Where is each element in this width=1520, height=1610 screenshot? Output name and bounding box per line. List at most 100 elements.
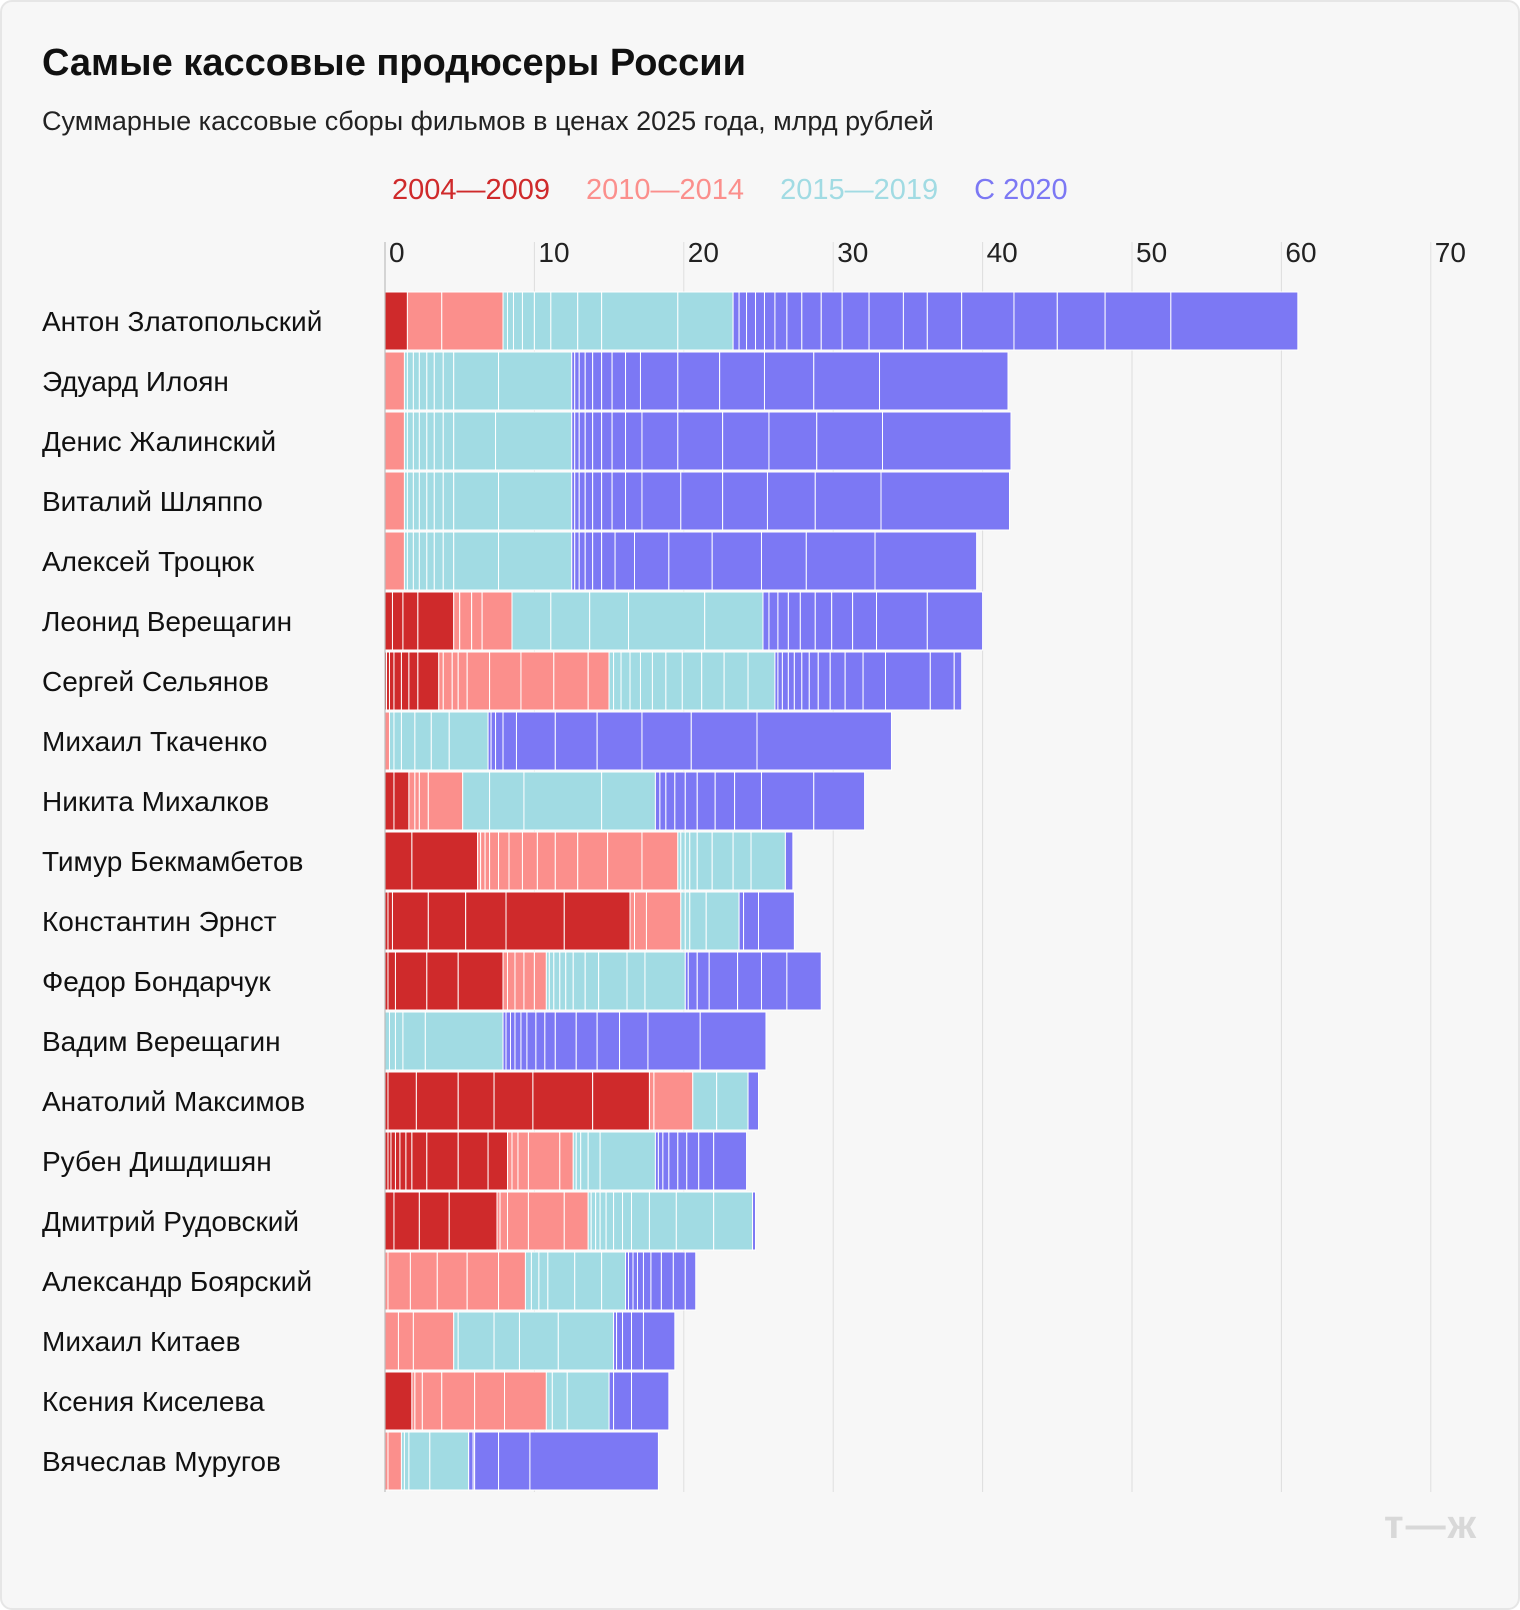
bar-segment [625, 351, 641, 411]
bar-segment [394, 1011, 404, 1071]
bar-segment [584, 951, 600, 1011]
bar-segment [747, 651, 776, 711]
bar-segment [613, 1371, 633, 1431]
bar-segment [433, 531, 444, 591]
bar-segment [868, 291, 904, 351]
bar-segment [777, 651, 783, 711]
bar-segment [599, 1191, 607, 1251]
bar-segment [648, 1071, 655, 1131]
bar-segment [457, 1071, 495, 1131]
bar-segment [787, 651, 795, 711]
bar-segment [677, 411, 724, 471]
bar-segment [660, 1251, 674, 1311]
category-label: Вадим Верещагин [42, 1026, 281, 1057]
bar-segment [636, 1251, 644, 1311]
bar-segment [831, 591, 854, 651]
bar-segment [680, 471, 724, 531]
bar-segment [641, 471, 682, 531]
bar-segment [841, 291, 870, 351]
category-label: Денис Жалинский [42, 426, 276, 457]
bar-segment [566, 1371, 610, 1431]
bar-segment [1170, 291, 1299, 351]
bar-segment [514, 1011, 522, 1071]
bar-segment [418, 471, 428, 531]
bar-segment [633, 891, 647, 951]
bar-segment [462, 771, 491, 831]
bar-segment [554, 1011, 577, 1071]
bar-segment [453, 351, 500, 411]
bar-segment [584, 531, 594, 591]
bar-segment [521, 831, 538, 891]
bar-segment [1056, 291, 1106, 351]
bar-segment [786, 291, 803, 351]
bar-segment [441, 291, 504, 351]
bar-segment [653, 1071, 694, 1131]
category-label: Рубен Дишдишян [42, 1146, 272, 1177]
bar-segment [502, 711, 517, 771]
bar-segment [752, 1191, 757, 1251]
bar-segment [391, 891, 429, 951]
bar-segment [650, 1251, 662, 1311]
bar-chart: 0 10 20 30 40 50 60 70 Антон Златопольский Эдуард… [42, 237, 1466, 1492]
bar-segment [605, 1191, 615, 1251]
bar-segment [412, 471, 420, 531]
bar-segment [538, 1251, 549, 1311]
bar-segment [384, 1371, 413, 1431]
bar-segment [601, 291, 679, 351]
bar-segment [884, 651, 931, 711]
bar-segment [457, 1131, 489, 1191]
bar-segment [451, 651, 459, 711]
bar-segment [412, 1311, 455, 1371]
bar-segment [607, 831, 643, 891]
bar-segment [611, 411, 627, 471]
bar-segment [507, 951, 516, 1011]
bar-segment [490, 711, 497, 771]
bar-segment [393, 1191, 420, 1251]
bar-segment [436, 1251, 468, 1311]
category-label: Вячеслав Муругов [42, 1446, 281, 1477]
bar-segment [399, 1131, 407, 1191]
bar-segment [453, 411, 497, 471]
bar-segment [394, 1131, 401, 1191]
bar-segment [393, 711, 402, 771]
bar-segment [457, 651, 468, 711]
bar-segment [929, 651, 955, 711]
bar-segment [596, 1011, 621, 1071]
bar-segment [544, 1011, 556, 1071]
bar-segment [384, 351, 405, 411]
bar-segment [417, 651, 440, 711]
bar-segment [388, 711, 395, 771]
category-label: Анатолий Максимов [42, 1086, 305, 1117]
bar-segment [639, 651, 653, 711]
bar-segment [415, 1071, 459, 1131]
bar-segment [704, 591, 764, 651]
bar-segment [732, 831, 752, 891]
bar-segment [408, 771, 416, 831]
bar-segment [768, 591, 779, 651]
bar-segment [403, 1431, 410, 1491]
x-tick-label: 20 [688, 237, 719, 268]
bar-segment [563, 891, 631, 951]
chart-title: Самые кассовые продюсеры России [42, 42, 746, 84]
bar-segment [713, 1191, 754, 1251]
category-label: Федор Бондарчук [42, 966, 271, 997]
bar-segment [628, 1251, 634, 1311]
bar-segment [426, 351, 435, 411]
bar-segment [466, 1251, 500, 1311]
bar-segment [711, 831, 734, 891]
bar-segment [684, 1251, 697, 1311]
bar-segment [587, 651, 610, 711]
bar-segment [406, 351, 414, 411]
bar-segment [411, 1131, 428, 1191]
bar-segment [417, 591, 455, 651]
bar-segment [424, 1011, 504, 1071]
category-label: Виталий Шляппо [42, 486, 263, 517]
bar-segment [668, 1131, 679, 1191]
category-label: Михаил Ткаченко [42, 726, 267, 757]
bar-segment [684, 771, 698, 831]
bar-segment [459, 591, 473, 651]
bar-segment [498, 1431, 531, 1491]
bar-segment [526, 1011, 537, 1071]
bar-segment [613, 651, 622, 711]
